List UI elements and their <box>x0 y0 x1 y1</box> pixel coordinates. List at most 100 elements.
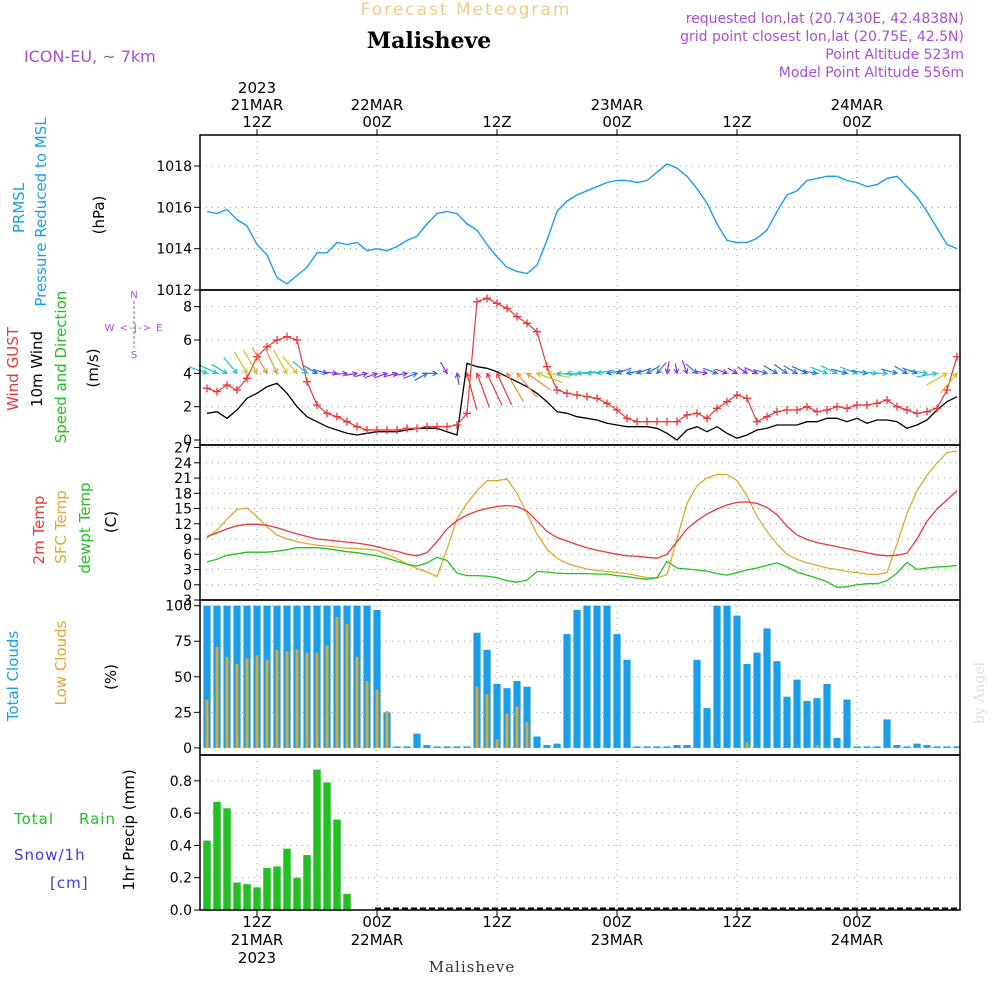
y-tick-label: 3 <box>183 563 192 579</box>
low-cloud-bar <box>385 710 389 748</box>
gust-marker <box>883 396 891 404</box>
total-cloud-bar <box>463 746 471 748</box>
wind-arrow <box>763 365 779 374</box>
rain-bar <box>283 848 291 910</box>
wind-arrow <box>916 371 939 378</box>
low-cloud-bar <box>335 617 339 748</box>
gust-marker <box>683 411 691 419</box>
rain-bar <box>313 769 321 910</box>
low-clouds-bars <box>205 617 819 748</box>
bottom-tick-label: 00Z <box>602 913 631 931</box>
wind-arrow <box>243 349 258 375</box>
total-cloud-bar <box>633 746 641 748</box>
rain-bar <box>293 877 301 910</box>
total-cloud-bar <box>883 719 891 748</box>
gust-marker <box>793 406 801 414</box>
wind-arrow <box>251 347 268 375</box>
snow-unit: [cm] <box>50 874 89 892</box>
low-cloud-bar <box>505 713 509 748</box>
gust-marker <box>343 417 351 426</box>
total-cloud-bar <box>603 605 611 748</box>
gust-marker <box>673 417 681 426</box>
gust-marker <box>363 426 371 434</box>
wind-arrow <box>422 370 439 377</box>
y-tick-label: 1014 <box>156 242 192 258</box>
gust-marker <box>753 417 761 426</box>
total-cloud-bar <box>413 733 421 748</box>
low-cloud-bar <box>255 655 259 748</box>
rain-bar <box>273 866 281 910</box>
rain-bar <box>263 868 271 910</box>
temp2m-label: 2m Temp <box>30 496 48 565</box>
clouds-unit: (%) <box>102 664 120 690</box>
wind-arrow <box>374 371 389 379</box>
low-cloud-bar <box>225 656 229 748</box>
total-cloud-bar <box>853 746 861 748</box>
top-tick-label: 00Z <box>602 113 631 131</box>
wind-arrow <box>545 371 571 379</box>
top-tick-label: 2023 <box>238 79 276 97</box>
total-cloud-bar <box>743 663 751 748</box>
y-tick-label: 100 <box>165 599 192 615</box>
bottom-tick-label: 12Z <box>242 913 271 931</box>
total-cloud-bar <box>593 605 601 748</box>
gust-marker <box>573 391 581 399</box>
total-cloud-bar <box>613 634 621 748</box>
wind-arrow <box>645 365 661 374</box>
wind-arrow <box>605 369 623 376</box>
gust-marker <box>513 312 521 321</box>
low-cloud-bar <box>205 699 209 748</box>
wind-arrow <box>439 361 448 375</box>
gust-marker <box>803 402 811 411</box>
wind-arrow <box>727 367 739 374</box>
wind-arrow <box>454 372 461 386</box>
footer-location: Malisheve <box>429 958 515 976</box>
y-tick-label: 0.4 <box>170 838 192 854</box>
precip-panel: Total Rain Snow/1h [cm] 1hr Precip (mm) … <box>13 754 961 919</box>
dewpt-label: dewpt Temp <box>76 482 94 573</box>
wind-arrow <box>525 372 552 391</box>
wind-arrow <box>869 370 889 377</box>
y-tick-label: 0.6 <box>170 806 192 822</box>
wind-arrow <box>465 372 478 410</box>
pressure-panel: PRMSL Pressure Reduced to MSL (hPa) 1012… <box>10 117 961 307</box>
wind-arrow <box>393 371 409 377</box>
gust-marker <box>713 404 721 413</box>
wind-arrow <box>894 365 909 374</box>
total-cloud-bar <box>423 745 431 748</box>
gust-marker <box>303 377 311 386</box>
y-tick-label: 50 <box>174 670 192 686</box>
total-cloud-bar <box>903 746 911 748</box>
rain-bar <box>213 801 221 910</box>
low-cloud-bar <box>245 658 249 748</box>
wind-arrow <box>198 364 219 375</box>
rain-bars <box>203 769 351 910</box>
grid-point: grid point closest lon,lat (20.75E, 42.5… <box>680 29 964 45</box>
total-cloud-bar <box>493 683 501 748</box>
gust-marker <box>823 406 831 414</box>
gust-marker <box>393 426 401 434</box>
y-tick-label: 0.8 <box>170 774 192 790</box>
temperature-panel: 2m Temp SFC Temp dewpt Temp (C) -3036912… <box>30 441 961 609</box>
low-cloud-bar <box>315 652 319 748</box>
top-tick-label: 12Z <box>242 113 271 131</box>
rain-bar <box>303 855 311 910</box>
wind-arrow <box>926 372 949 386</box>
y-tick-label: 0 <box>183 578 192 594</box>
y-tick-label: 15 <box>174 502 192 518</box>
gust-marker <box>223 381 231 389</box>
total-cloud-bar <box>673 745 681 748</box>
dewpt-line <box>206 547 958 588</box>
wind-arrow <box>475 372 491 408</box>
total-cloud-bar <box>653 746 661 748</box>
gust-marker <box>283 332 291 341</box>
wind-arrow <box>774 364 789 375</box>
low-cloud-bar <box>345 624 349 748</box>
product-title: Forecast Meteogram <box>361 0 572 20</box>
gust-marker <box>783 406 791 414</box>
wind-arrow <box>830 368 849 376</box>
wind-arrow <box>354 371 369 378</box>
gust-marker <box>743 394 751 403</box>
